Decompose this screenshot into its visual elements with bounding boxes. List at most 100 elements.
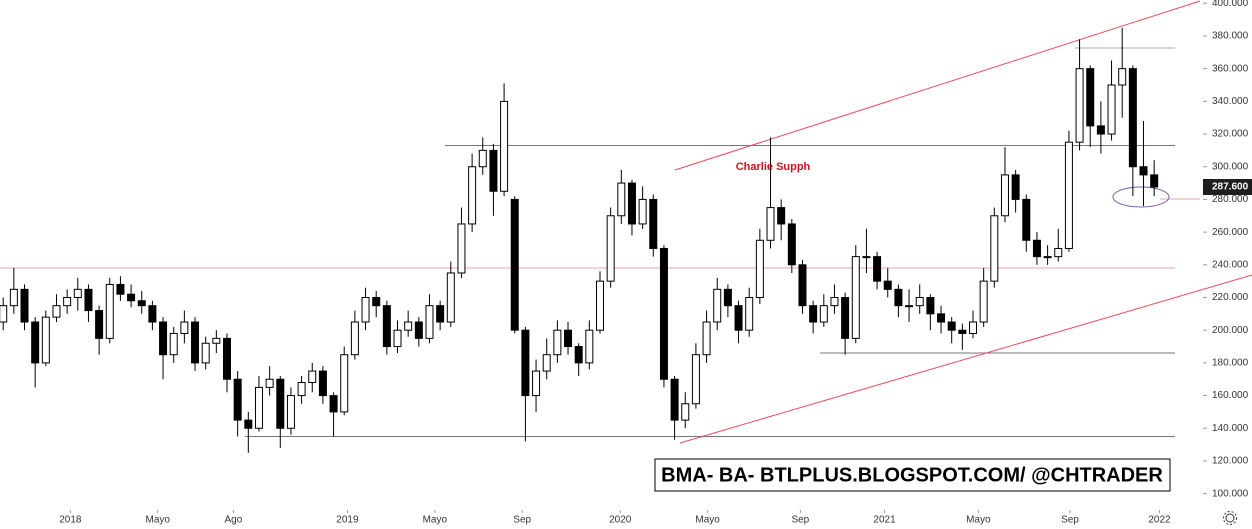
candle-body (926, 297, 935, 315)
candle-body (1000, 174, 1009, 217)
candle-body (862, 256, 871, 259)
candle-body (361, 297, 370, 323)
candle-body (500, 100, 509, 192)
candle-body (883, 280, 892, 290)
candle-body (478, 149, 487, 168)
candle-body (777, 207, 786, 225)
candle-body (627, 182, 636, 225)
candle-body (798, 264, 807, 307)
candle-body (937, 313, 946, 323)
candle-body (851, 256, 860, 339)
candle-body (1032, 239, 1041, 258)
candle-body (1150, 174, 1159, 188)
x-tick-label: Sep (791, 515, 809, 526)
candle-body (1022, 198, 1031, 241)
candle-body (73, 288, 82, 299)
candle-body (894, 288, 903, 307)
candle-body (84, 288, 93, 312)
candle-body (969, 321, 978, 334)
candle-body (691, 354, 700, 405)
candle-body (915, 297, 924, 307)
candle-body (20, 288, 29, 323)
candle-body (766, 207, 775, 241)
candle-body (713, 288, 722, 323)
candle-body (574, 346, 583, 364)
candle-body (979, 280, 988, 323)
candle-body (340, 354, 349, 413)
candle-body (95, 310, 104, 339)
watermark-box (654, 458, 1171, 492)
candle-body (905, 305, 914, 308)
candle-body (564, 329, 573, 348)
candle-body (830, 297, 839, 307)
candle-body (436, 305, 445, 323)
candle-body (787, 223, 796, 266)
candle-body (841, 297, 850, 339)
candle-body (1043, 256, 1052, 259)
x-tick-label: Sep (1061, 515, 1079, 526)
candle-body (382, 305, 391, 348)
x-tick-label: Mayo (966, 515, 991, 526)
candle-body (638, 198, 647, 225)
settings-icon[interactable] (1223, 511, 1237, 525)
candle-body (1064, 141, 1073, 249)
candle-body (180, 321, 189, 334)
candle-body (350, 321, 359, 356)
candle-body (809, 305, 818, 323)
y-tick-label: 360.000 (1212, 63, 1249, 74)
candle-body (372, 297, 381, 307)
candle-body (734, 305, 743, 331)
candle-body (702, 321, 711, 356)
y-tick-label: 400.000 (1212, 0, 1249, 9)
candle-body (585, 329, 594, 364)
levels (0, 0, 1252, 444)
candle-body (553, 329, 562, 356)
candle-body (63, 297, 72, 307)
candle-body (244, 419, 253, 429)
candle-body (169, 332, 178, 356)
candle-body (414, 321, 423, 339)
x-tick-label: 2019 (336, 515, 359, 526)
candle-body (819, 305, 828, 323)
x-tick-label: 2018 (59, 515, 82, 526)
x-tick-label: 2021 (873, 515, 896, 526)
candle-body (670, 378, 679, 421)
candle-body (308, 370, 317, 383)
candle-body (532, 370, 541, 397)
y-tick-label: 220.000 (1212, 292, 1249, 303)
candle-body (148, 305, 157, 323)
x-tick-label: Sep (513, 515, 531, 526)
candle-body (329, 395, 338, 413)
axes: 100.000 120.000 140.000 160.000 180.000 200.0… (59, 0, 1252, 526)
y-tick-label: 340.000 (1212, 96, 1249, 107)
candle-body (265, 378, 274, 388)
candle-body (542, 354, 551, 372)
candle-body (297, 382, 306, 397)
candle-body (393, 329, 402, 348)
y-tick-label: 180.000 (1212, 358, 1249, 369)
candle-body (521, 329, 530, 397)
y-tick-label: 300.000 (1212, 161, 1249, 172)
candle-body (276, 378, 285, 429)
candle-body (52, 305, 61, 318)
candle-body (745, 297, 754, 331)
candle-body (31, 321, 40, 364)
candle-body (947, 321, 956, 331)
channel-line (679, 274, 1252, 444)
candle-body (318, 370, 327, 397)
candle-body (116, 283, 125, 295)
y-tick-label: 320.000 (1212, 129, 1249, 140)
y-tick-label: 200.000 (1212, 325, 1249, 336)
watermark: BMA- BA- BTLPLUS.BLOGSPOT.COM/ @CHTRADER (661, 464, 1163, 486)
candle-body (1075, 68, 1084, 143)
candle-body (1054, 247, 1063, 258)
candle-body (1011, 174, 1020, 200)
candle-body (201, 342, 210, 364)
y-tick-label: 160.000 (1212, 390, 1249, 401)
y-tick-label: 260.000 (1212, 227, 1249, 238)
candle-body (41, 316, 50, 364)
y-tick-label: 140.000 (1212, 423, 1249, 434)
y-tick-label: 380.000 (1212, 31, 1249, 42)
candle-body (1096, 125, 1105, 135)
x-tick-label: Mayo (423, 515, 448, 526)
